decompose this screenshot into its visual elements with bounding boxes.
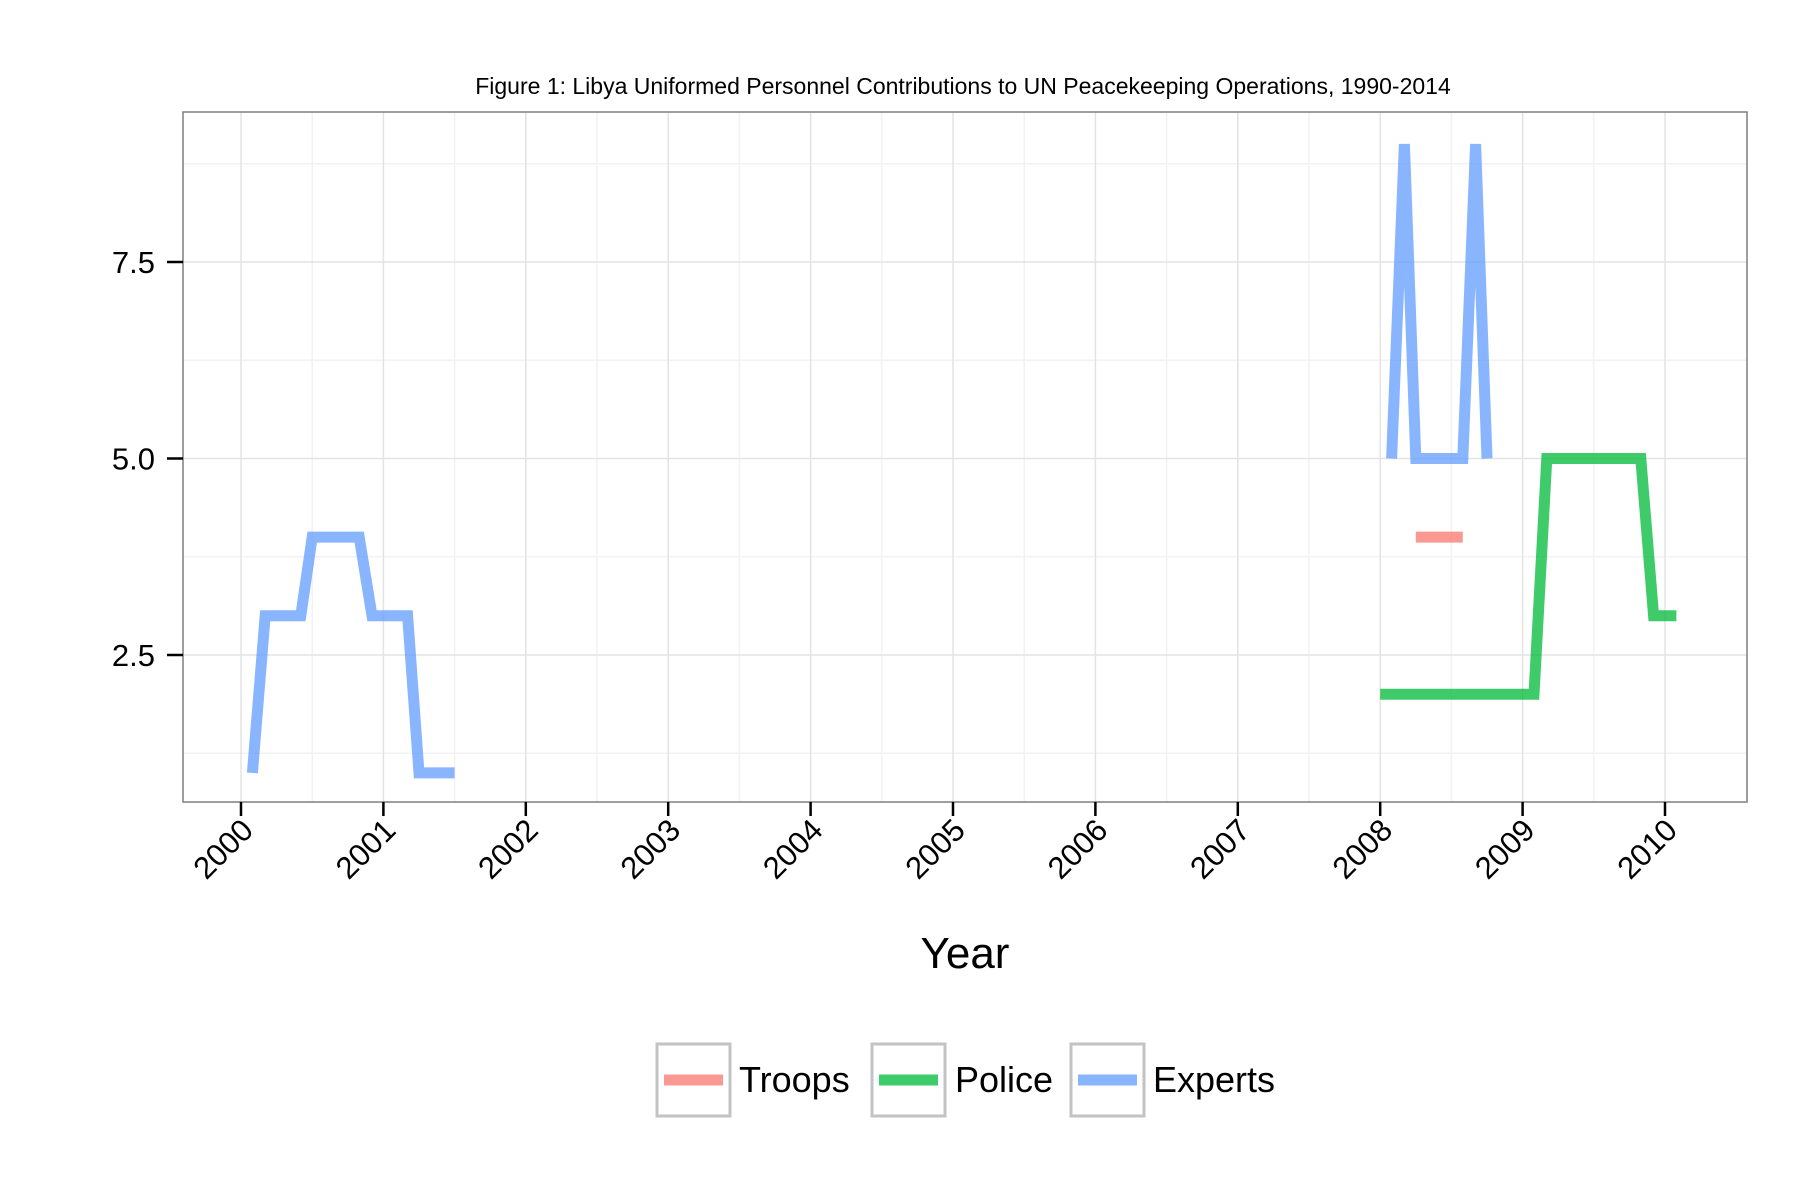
legend-item-experts: Experts: [1069, 1042, 1275, 1118]
x-tick-label: 2001: [329, 812, 403, 886]
legend-item-troops: Troops: [655, 1042, 850, 1118]
x-tick-label: 2006: [1041, 812, 1115, 886]
y-axis: 2.5 5.0 7.5: [112, 245, 183, 673]
series-line-experts: [1386, 143, 1493, 464]
legend-label-police: Police: [955, 1059, 1053, 1100]
x-tick-label: 2009: [1468, 812, 1542, 886]
x-tick-label: 2000: [186, 812, 260, 886]
legend: Troops Police Experts: [655, 1042, 1275, 1118]
chart-title: Figure 1: Libya Uniformed Personnel Cont…: [475, 73, 1451, 99]
x-axis: 2000 2001 2002 2003 2004 2005 2006 2007 2008 2009…: [186, 802, 1684, 886]
legend-label-experts: Experts: [1153, 1059, 1275, 1100]
legend-item-police: Police: [870, 1042, 1053, 1118]
x-tick-label: 2003: [614, 812, 688, 886]
x-tick-label: 2004: [756, 812, 830, 886]
y-tick-label: 2.5: [112, 638, 155, 673]
series-line-police: [1380, 453, 1677, 700]
plot-border: [182, 111, 1748, 803]
x-axis-title: Year: [921, 929, 1010, 978]
x-tick-label: 2008: [1326, 812, 1400, 886]
series-line-experts: [246, 531, 455, 779]
x-tick-label: 2007: [1183, 812, 1257, 886]
x-tick-label: 2010: [1610, 812, 1684, 886]
grid-major: [183, 112, 1747, 802]
legend-label-troops: Troops: [739, 1059, 850, 1100]
x-tick-label: 2005: [898, 812, 972, 886]
y-tick-label: 7.5: [112, 245, 155, 280]
x-tick-label: 2002: [471, 812, 545, 886]
y-tick-label: 5.0: [112, 442, 155, 477]
series-layer: [246, 143, 1677, 779]
